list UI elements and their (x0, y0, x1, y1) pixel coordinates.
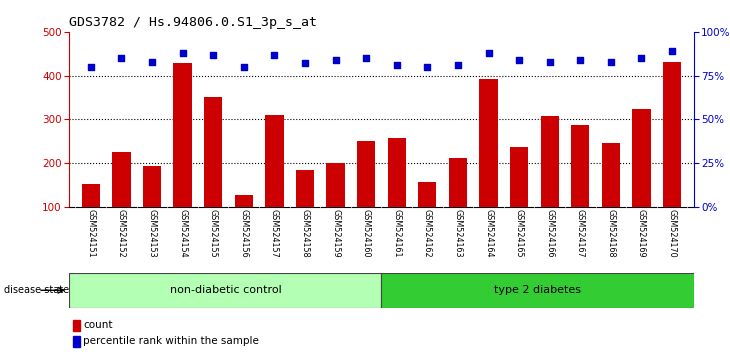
Bar (357, 141, 375, 251)
Bar (69, 273, 381, 308)
Point (115, 55, 127, 61)
Text: GSM524168: GSM524168 (607, 209, 615, 257)
Bar (381, 273, 694, 308)
Bar (112, 152, 131, 251)
Point (452, 62, 464, 68)
Point (207, 52, 219, 57)
Point (513, 57, 525, 63)
Bar (143, 166, 161, 251)
Point (299, 61, 311, 66)
Point (361, 55, 372, 61)
Text: GSM524156: GSM524156 (239, 209, 248, 257)
Text: GSM524152: GSM524152 (117, 209, 126, 258)
Bar (510, 147, 529, 251)
Text: GSM524167: GSM524167 (576, 209, 585, 257)
Text: GSM524154: GSM524154 (178, 209, 187, 257)
Bar (326, 163, 345, 251)
Point (605, 59, 617, 64)
Point (238, 64, 250, 70)
Point (391, 62, 402, 68)
Point (544, 59, 556, 64)
Point (666, 48, 678, 54)
Text: type 2 diabetes: type 2 diabetes (494, 285, 581, 295)
Point (177, 50, 188, 56)
Text: GSM524164: GSM524164 (484, 209, 493, 257)
Point (483, 50, 494, 56)
Text: GSM524158: GSM524158 (301, 209, 310, 257)
Text: GSM524165: GSM524165 (515, 209, 523, 257)
Point (636, 55, 648, 61)
Bar (602, 143, 620, 251)
Text: GSM524160: GSM524160 (361, 209, 371, 257)
Text: count: count (83, 320, 112, 330)
Bar (632, 109, 650, 251)
Point (85, 64, 96, 70)
Text: GSM524157: GSM524157 (270, 209, 279, 258)
Text: GSM524162: GSM524162 (423, 209, 432, 257)
Text: GSM524166: GSM524166 (545, 209, 554, 257)
Bar (234, 195, 253, 251)
Text: GSM524159: GSM524159 (331, 209, 340, 258)
Text: disease state: disease state (4, 285, 69, 295)
Bar (174, 63, 192, 251)
Text: GSM524161: GSM524161 (392, 209, 402, 257)
Point (146, 59, 158, 64)
Text: GSM524155: GSM524155 (209, 209, 218, 258)
Text: GSM524151: GSM524151 (86, 209, 96, 257)
Text: GSM524169: GSM524169 (637, 209, 646, 257)
Bar (540, 116, 559, 251)
Point (575, 57, 586, 63)
Bar (571, 125, 590, 251)
Point (330, 57, 342, 63)
Bar (73, 320, 80, 331)
Point (421, 64, 433, 70)
Text: GSM524163: GSM524163 (453, 209, 462, 257)
Bar (480, 79, 498, 251)
Bar (82, 184, 100, 251)
Bar (663, 62, 681, 251)
Bar (296, 170, 314, 251)
Bar (449, 158, 467, 251)
Text: GSM524170: GSM524170 (667, 209, 677, 257)
Bar (204, 97, 223, 251)
Bar (418, 182, 437, 251)
Bar (265, 115, 283, 251)
Point (269, 52, 280, 57)
Text: percentile rank within the sample: percentile rank within the sample (83, 336, 259, 346)
Text: GSM524153: GSM524153 (147, 209, 156, 257)
Bar (73, 336, 80, 347)
Bar (388, 138, 406, 251)
Text: non-diabetic control: non-diabetic control (169, 285, 281, 295)
Text: GDS3782 / Hs.94806.0.S1_3p_s_at: GDS3782 / Hs.94806.0.S1_3p_s_at (69, 16, 318, 29)
